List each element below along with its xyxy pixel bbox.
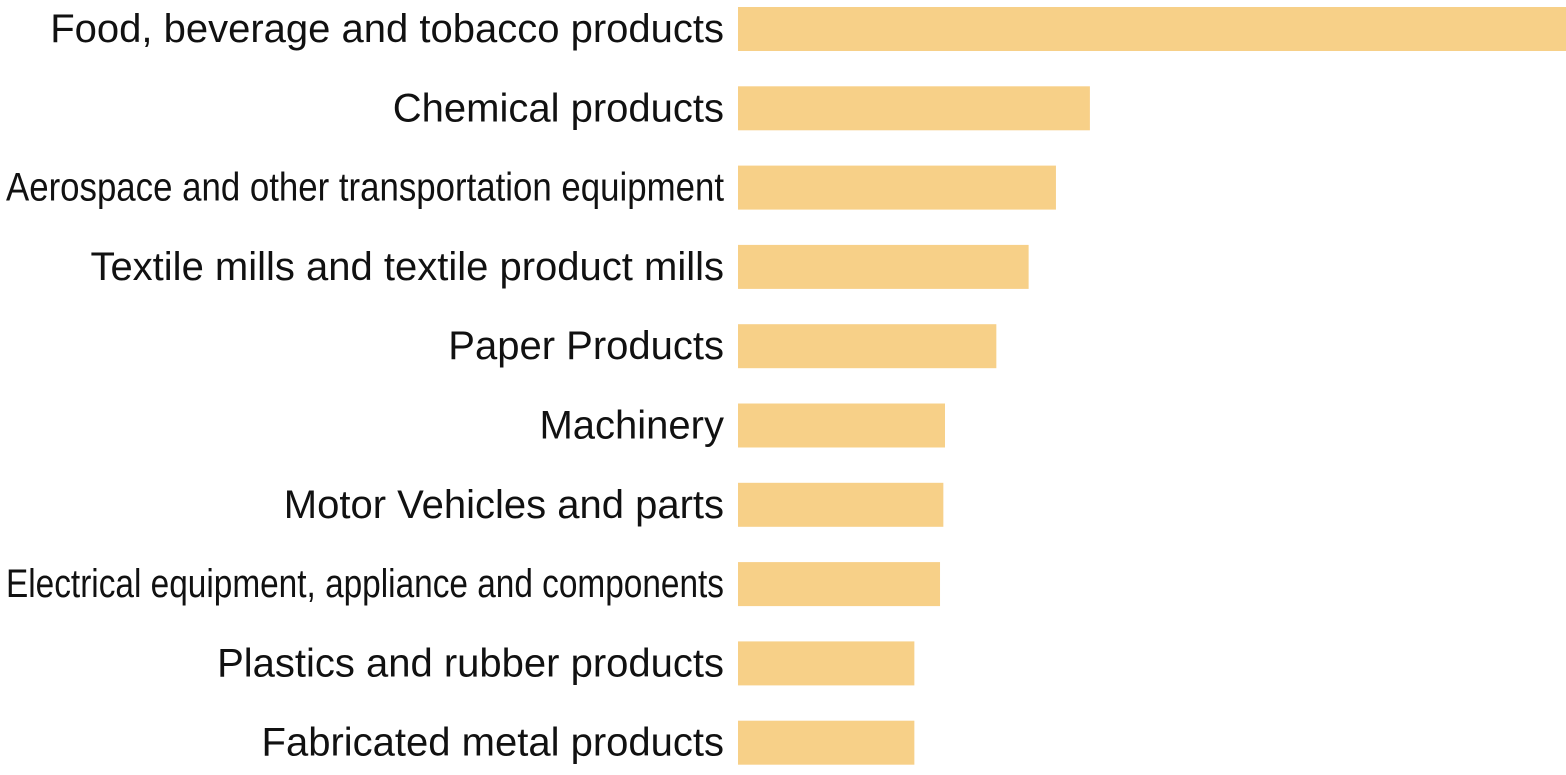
- bar: [738, 720, 915, 765]
- bar: [738, 562, 941, 607]
- category-labels: Food, beverage and tobacco products Chemi…: [6, 7, 724, 765]
- category-label: Textile mills and textile product mills: [90, 245, 724, 289]
- category-label: Motor Vehicles and parts: [284, 483, 724, 527]
- category-label: Plastics and rubber products: [217, 641, 724, 685]
- bar: [738, 324, 997, 369]
- category-label: Fabricated metal products: [262, 721, 724, 765]
- bar: [738, 244, 1029, 289]
- category-label: Food, beverage and tobacco products: [50, 7, 724, 51]
- bar: [738, 7, 1566, 51]
- bar: [738, 641, 915, 686]
- bars: [738, 7, 1566, 765]
- category-label: Machinery: [539, 404, 724, 448]
- category-label: Aerospace and other transportation equip…: [6, 166, 724, 210]
- category-label: Electrical equipment, appliance and comp…: [6, 562, 724, 606]
- category-label: Chemical products: [393, 86, 724, 130]
- bar: [738, 165, 1056, 210]
- category-label: Paper Products: [448, 324, 724, 368]
- bar: [738, 482, 944, 527]
- bar: [738, 403, 945, 448]
- bar: [738, 86, 1090, 131]
